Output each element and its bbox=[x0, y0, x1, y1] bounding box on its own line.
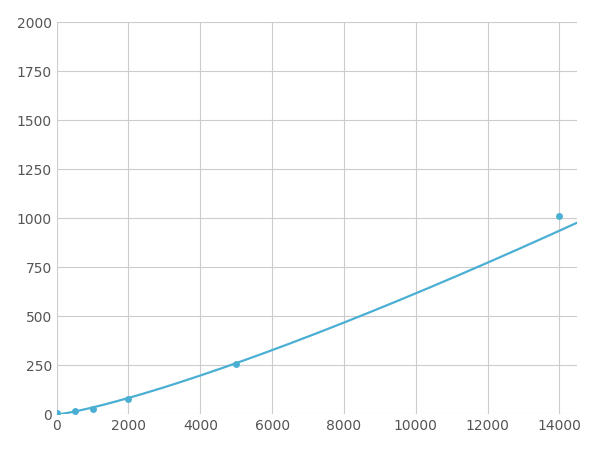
Point bbox=[52, 410, 61, 417]
Point bbox=[232, 361, 241, 368]
Point bbox=[554, 213, 564, 220]
Point bbox=[124, 395, 133, 402]
Point bbox=[70, 407, 79, 414]
Point bbox=[88, 405, 97, 412]
